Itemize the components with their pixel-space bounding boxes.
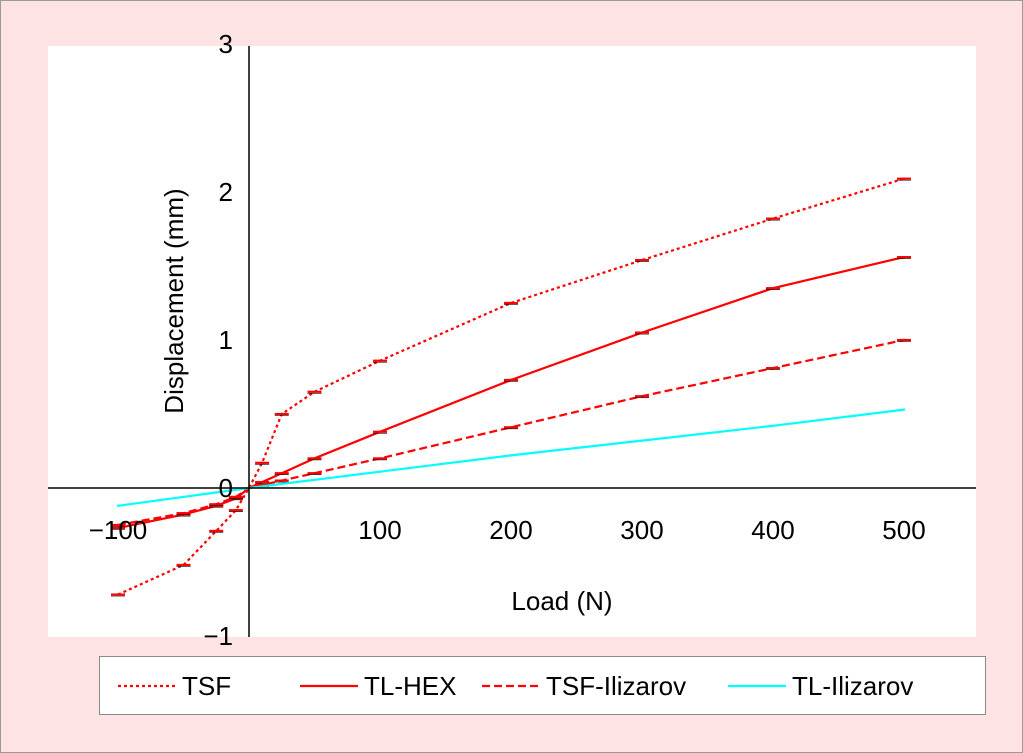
data-point	[116, 504, 120, 507]
plot-area	[48, 46, 976, 637]
x-tick-label: 500	[882, 515, 925, 545]
y-tick-label: 0	[219, 473, 233, 503]
legend-label: TL-HEX	[364, 671, 456, 701]
x-tick-label: 200	[489, 515, 532, 545]
y-tick-label: 1	[219, 325, 233, 355]
y-axis-title: Displacement (mm)	[159, 188, 189, 413]
series-line	[117, 408, 905, 507]
legend-label: TSF	[182, 671, 231, 701]
x-tick-label: −100	[89, 515, 148, 545]
y-tick-label: −1	[203, 621, 233, 651]
data-point	[509, 454, 513, 457]
legend: TSF TL-HEX TSF-Ilizarov TL-Ilizarov	[99, 656, 986, 715]
data-point	[378, 470, 382, 473]
series-tsf-ilizarov	[111, 338, 911, 527]
data-point	[771, 424, 775, 428]
data-point	[640, 439, 644, 442]
x-tick-label: 400	[751, 515, 794, 545]
legend-label: TL-Ilizarov	[792, 671, 913, 701]
series-tsf	[111, 177, 911, 597]
series-tl-ilizarov	[116, 408, 906, 507]
legend-label: TSF-Ilizarov	[546, 671, 686, 701]
x-axis-title: Load (N)	[511, 586, 612, 616]
x-tick-label: 100	[358, 515, 401, 545]
y-tick-label: 3	[219, 29, 233, 59]
data-point	[902, 408, 906, 411]
y-tick-label: 2	[219, 177, 233, 207]
x-tick-label: 300	[620, 515, 663, 545]
